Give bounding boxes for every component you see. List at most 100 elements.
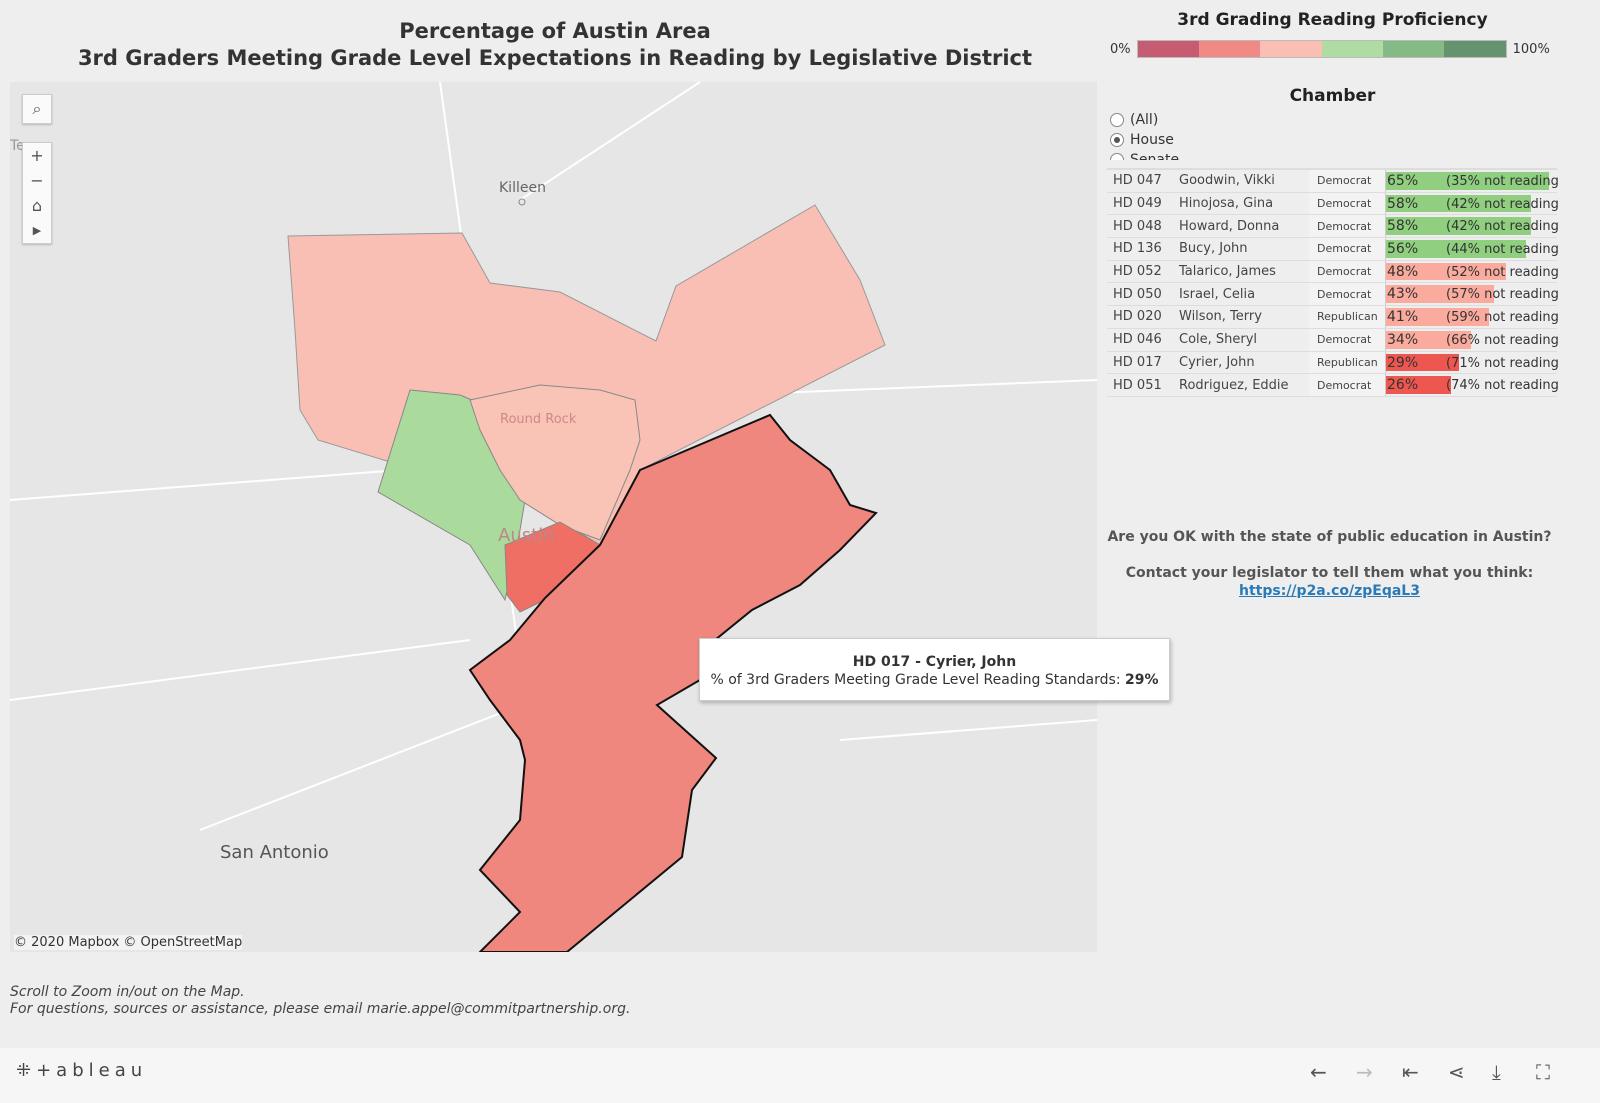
proficiency-bar xyxy=(1386,240,1527,258)
pct-label: 48% xyxy=(1387,263,1419,280)
district-cell: HD 051 xyxy=(1113,377,1162,393)
table-row[interactable]: HD 136 Bucy, John Democrat 56% (44% not read… xyxy=(1107,238,1559,261)
proficiency-cell: 43% (57% not reading xyxy=(1385,283,1559,306)
name-cell: Howard, Donna xyxy=(1179,218,1280,234)
call-to-action: Are you OK with the state of public educ… xyxy=(1107,528,1552,600)
label-austin: Austin xyxy=(498,525,555,546)
party-cell: Democrat xyxy=(1309,170,1385,192)
home-button[interactable]: ⌂ xyxy=(31,196,43,215)
legend-max: 100% xyxy=(1512,41,1550,57)
legend-swatch xyxy=(1137,41,1199,57)
chamber-filter[interactable]: (All) House Senate xyxy=(1110,110,1179,160)
party-cell: Democrat xyxy=(1309,374,1385,396)
not-reading-label: (42% not reading xyxy=(1446,219,1559,235)
download-icon[interactable]: ⤓ xyxy=(1492,1060,1501,1084)
cta-link[interactable]: https://p2a.co/zpEqaL3 xyxy=(1239,583,1420,599)
proficiency-bar xyxy=(1386,262,1507,281)
map-controls: + − ⌂ ▶ xyxy=(22,142,52,244)
chamber-option[interactable]: (All) xyxy=(1110,110,1179,130)
proficiency-cell: 58% (42% not reading xyxy=(1385,192,1559,215)
tableau-logo[interactable]: ⁜+ableau xyxy=(16,1060,148,1081)
table-row[interactable]: HD 050 Israel, Celia Democrat 43% (57% not r… xyxy=(1107,283,1559,307)
party-cell: Democrat xyxy=(1309,192,1385,215)
map-canvas[interactable] xyxy=(10,82,1097,952)
party-cell: Democrat xyxy=(1309,215,1385,238)
proficiency-bar xyxy=(1386,285,1494,304)
district-map[interactable]: Killeen Round Rock Austin San Antonio Te… xyxy=(10,82,1097,952)
radio-button[interactable] xyxy=(1110,113,1124,127)
proficiency-cell: 29% (71% not reading xyxy=(1385,351,1559,374)
district-cell: HD 050 xyxy=(1113,286,1162,302)
not-reading-label: (52% not reading xyxy=(1446,264,1559,280)
proficiency-cell: 26% (74% not reading xyxy=(1385,374,1559,396)
not-reading-label: (66% not reading xyxy=(1446,332,1559,348)
title-line-1: Percentage of Austin Area xyxy=(399,19,711,43)
district-cell: HD 048 xyxy=(1113,218,1162,234)
legend-ramp xyxy=(1136,40,1507,58)
tableau-toolbar: ⁜+ableau ← → ⇤ ⋖ ⤓ ⛶ xyxy=(0,1048,1600,1103)
footer-notes: Scroll to Zoom in/out on the Map. For qu… xyxy=(10,984,630,1018)
chamber-option-label: (All) xyxy=(1130,112,1159,128)
radio-button[interactable] xyxy=(1110,133,1124,147)
killeen-marker xyxy=(518,198,526,206)
chamber-option[interactable]: House xyxy=(1110,130,1179,150)
legend-swatch xyxy=(1198,41,1261,57)
pct-label: 34% xyxy=(1387,331,1419,348)
label-round-rock: Round Rock xyxy=(500,412,577,427)
table-row[interactable]: HD 052 Talarico, James Democrat 48% (52% not… xyxy=(1107,260,1559,284)
map-search-button[interactable]: ⌕ xyxy=(22,94,52,124)
table-row[interactable]: HD 047 Goodwin, Vikki Democrat 65% (35% not … xyxy=(1107,170,1559,193)
proficiency-cell: 34% (66% not reading xyxy=(1385,328,1559,351)
redo-icon[interactable]: → xyxy=(1356,1060,1373,1084)
district-cell: HD 052 xyxy=(1113,264,1162,280)
name-cell: Goodwin, Vikki xyxy=(1179,173,1275,189)
district-hd052-urban[interactable] xyxy=(469,384,641,541)
revert-icon[interactable]: ⇤ xyxy=(1402,1060,1419,1084)
footer-line-1: Scroll to Zoom in/out on the Map. xyxy=(10,984,245,1000)
district-cell: HD 046 xyxy=(1113,332,1162,348)
share-icon[interactable]: ⋖ xyxy=(1448,1060,1465,1084)
name-cell: Bucy, John xyxy=(1179,241,1248,257)
district-hd017[interactable] xyxy=(468,413,878,952)
dashboard-title: Percentage of Austin Area 3rd Graders Me… xyxy=(10,18,1100,72)
cta-contact: Contact your legislator to tell them wha… xyxy=(1125,565,1534,581)
table-row[interactable]: HD 049 Hinojosa, Gina Democrat 58% (42% not … xyxy=(1107,192,1559,216)
not-reading-label: (71% not reading xyxy=(1446,355,1559,371)
party-cell: Democrat xyxy=(1309,328,1385,351)
radio-button[interactable] xyxy=(1110,153,1124,160)
district-cell: HD 047 xyxy=(1113,173,1162,189)
pct-label: 29% xyxy=(1387,354,1419,371)
not-reading-label: (59% not reading xyxy=(1446,310,1559,326)
district-cell: HD 020 xyxy=(1113,309,1162,325)
table-row[interactable]: HD 020 Wilson, Terry Republican 41% (59% not… xyxy=(1107,306,1559,329)
name-cell: Cole, Sheryl xyxy=(1179,332,1258,348)
tooltip-label: % of 3rd Graders Meeting Grade Level Rea… xyxy=(710,672,1121,688)
not-reading-label: (74% not reading xyxy=(1446,378,1559,394)
zoom-out-button[interactable]: − xyxy=(30,171,44,190)
table-row[interactable]: HD 051 Rodriguez, Eddie Democrat 26% (74% no… xyxy=(1107,374,1559,397)
fullscreen-icon[interactable]: ⛶ xyxy=(1536,1060,1550,1084)
legend-title: 3rd Grading Reading Proficiency xyxy=(1177,10,1488,30)
map-attribution[interactable]: © 2020 Mapbox © OpenStreetMap xyxy=(14,935,243,950)
map-tooltip: HD 017 - Cyrier, John % of 3rd Graders M… xyxy=(699,638,1170,701)
district-cell: HD 017 xyxy=(1113,354,1162,370)
pct-label: 41% xyxy=(1387,309,1419,326)
party-cell: Democrat xyxy=(1309,238,1385,260)
tooltip-title: HD 017 - Cyrier, John xyxy=(852,654,1017,670)
table-row[interactable]: HD 046 Cole, Sheryl Democrat 34% (66% not re… xyxy=(1107,328,1559,352)
chamber-option[interactable]: Senate xyxy=(1110,150,1179,160)
zoom-in-button[interactable]: + xyxy=(30,146,44,165)
legend-swatch xyxy=(1260,41,1322,57)
proficiency-bar xyxy=(1386,194,1532,213)
table-row[interactable]: HD 017 Cyrier, John Republican 29% (71% not … xyxy=(1107,351,1559,375)
proficiency-bar xyxy=(1386,353,1459,372)
proficiency-bar xyxy=(1386,217,1532,236)
undo-icon[interactable]: ← xyxy=(1310,1060,1327,1084)
pan-toggle-button[interactable]: ▶ xyxy=(32,224,42,237)
name-cell: Rodriguez, Eddie xyxy=(1179,377,1289,393)
name-cell: Cyrier, John xyxy=(1179,354,1255,370)
footer-line-2: For questions, sources or assistance, pl… xyxy=(10,1001,631,1017)
table-row[interactable]: HD 048 Howard, Donna Democrat 58% (42% not r… xyxy=(1107,215,1559,239)
proficiency-bar xyxy=(1386,172,1549,190)
chamber-filter-title: Chamber xyxy=(1289,86,1376,106)
